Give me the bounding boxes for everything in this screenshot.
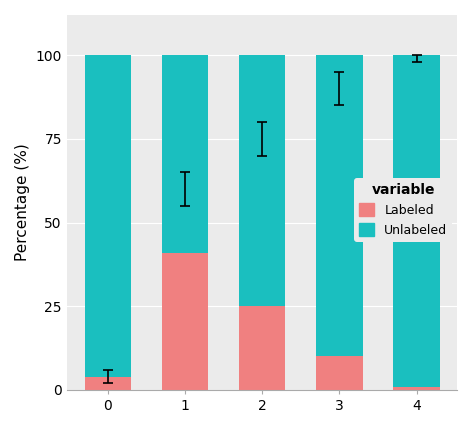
Bar bbox=[84, 377, 131, 390]
Legend: Labeled, Unlabeled: Labeled, Unlabeled bbox=[355, 178, 453, 242]
Y-axis label: Percentage (%): Percentage (%) bbox=[15, 144, 30, 262]
Bar bbox=[162, 55, 208, 253]
Bar bbox=[316, 55, 363, 357]
Bar bbox=[239, 306, 285, 390]
Bar bbox=[162, 253, 208, 390]
Bar bbox=[316, 357, 363, 390]
Bar bbox=[393, 386, 440, 390]
Bar bbox=[84, 55, 131, 377]
Bar bbox=[393, 55, 440, 386]
Bar bbox=[239, 55, 285, 306]
